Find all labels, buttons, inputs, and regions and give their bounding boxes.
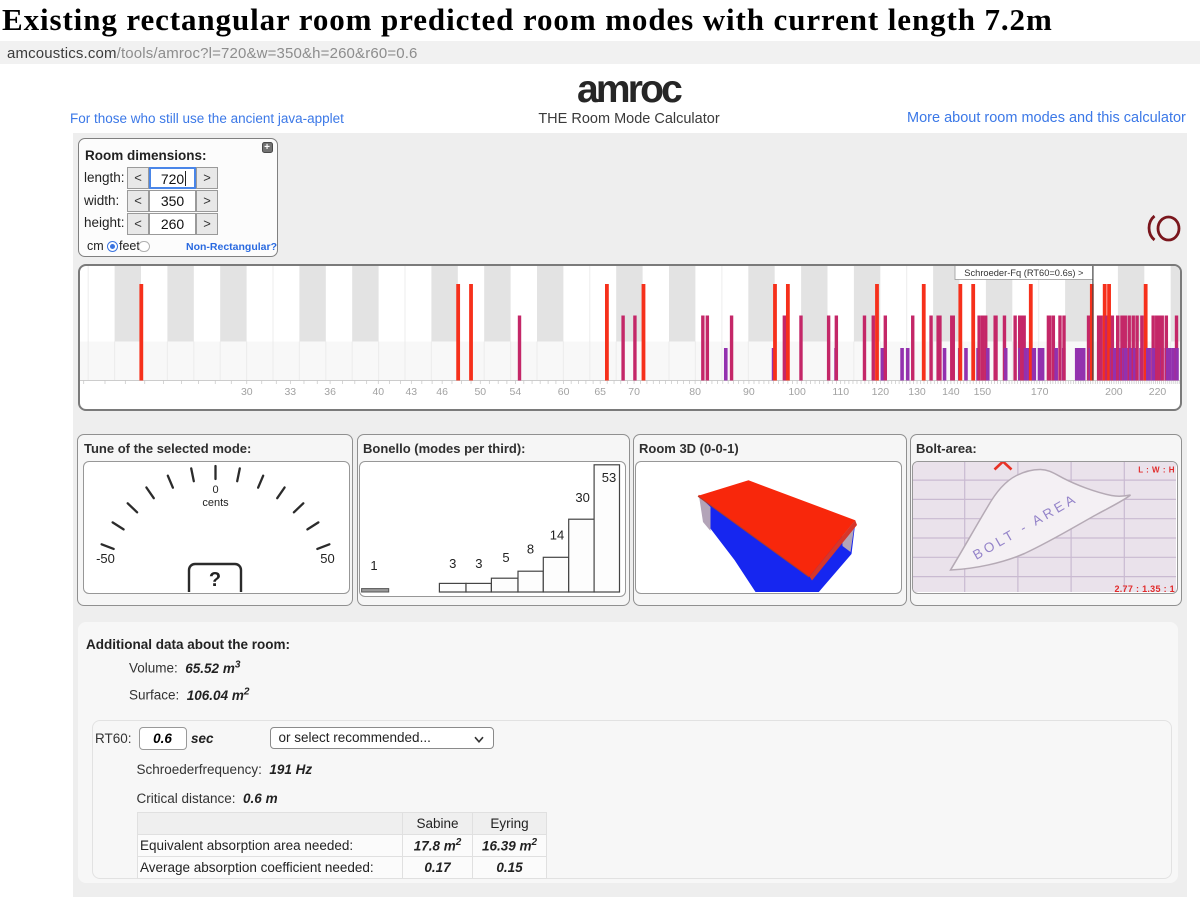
svg-text:60: 60 xyxy=(558,386,570,398)
svg-text:?: ? xyxy=(209,569,221,591)
svg-text:46: 46 xyxy=(436,386,448,398)
svg-text:50: 50 xyxy=(474,386,486,398)
svg-text:5: 5 xyxy=(502,550,509,565)
svg-text:30: 30 xyxy=(575,490,589,505)
svg-text:40: 40 xyxy=(372,386,384,398)
svg-text:70: 70 xyxy=(628,386,640,398)
svg-text:8: 8 xyxy=(526,541,533,556)
svg-text:cents: cents xyxy=(202,497,229,509)
svg-text:120: 120 xyxy=(872,386,890,398)
svg-text:200: 200 xyxy=(1105,386,1123,398)
svg-text:Schroeder-Fq (RT60=0.6s) >: Schroeder-Fq (RT60=0.6s) > xyxy=(964,268,1083,278)
svg-text:3: 3 xyxy=(449,556,456,571)
svg-text:33: 33 xyxy=(284,386,296,398)
svg-text:1: 1 xyxy=(370,558,377,573)
svg-text:14: 14 xyxy=(549,527,563,542)
svg-text:-50: -50 xyxy=(96,551,115,566)
svg-text:130: 130 xyxy=(908,386,926,398)
svg-text:0: 0 xyxy=(212,484,218,496)
svg-text:65: 65 xyxy=(594,386,606,398)
svg-text:150: 150 xyxy=(974,386,992,398)
svg-text:170: 170 xyxy=(1031,386,1049,398)
svg-text:L : W : H: L : W : H xyxy=(1138,465,1175,474)
svg-text:110: 110 xyxy=(832,386,849,398)
svg-text:54: 54 xyxy=(510,386,522,398)
svg-text:50: 50 xyxy=(320,551,334,566)
svg-text:53: 53 xyxy=(601,470,615,485)
svg-text:100: 100 xyxy=(788,386,806,398)
svg-text:90: 90 xyxy=(743,386,755,398)
svg-text:43: 43 xyxy=(405,386,417,398)
svg-text:80: 80 xyxy=(689,386,701,398)
svg-text:220: 220 xyxy=(1149,386,1167,398)
svg-text:2.77 : 1.35 : 1: 2.77 : 1.35 : 1 xyxy=(1114,584,1175,592)
svg-text:36: 36 xyxy=(324,386,336,398)
svg-text:30: 30 xyxy=(241,386,253,398)
svg-text:140: 140 xyxy=(942,386,960,398)
svg-text:3: 3 xyxy=(475,556,482,571)
